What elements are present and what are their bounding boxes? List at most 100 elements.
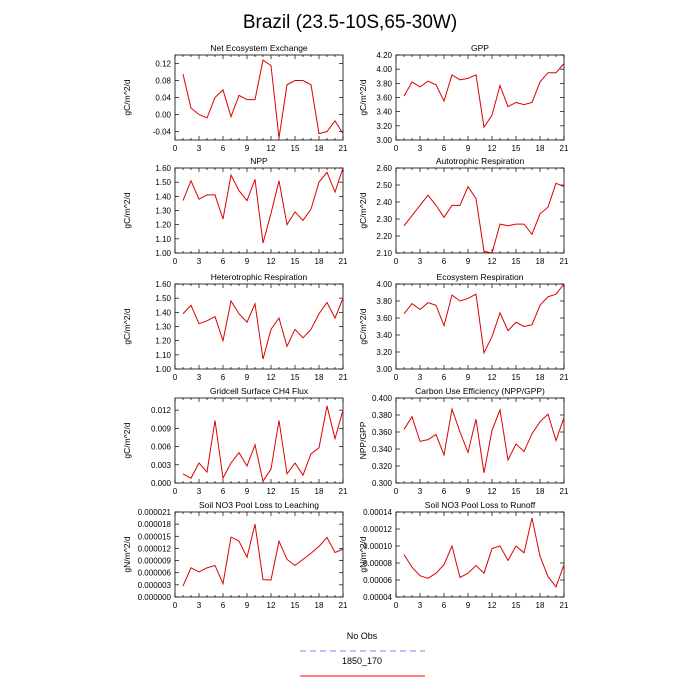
y-tick-label: 0.320 [372, 462, 393, 471]
x-tick-label: 3 [197, 601, 202, 610]
legend-label: 1850_170 [342, 656, 382, 666]
x-tick-label: 15 [291, 601, 300, 610]
x-tick-label: 9 [466, 144, 471, 153]
x-tick-label: 21 [560, 601, 569, 610]
x-tick-label: 15 [512, 487, 521, 496]
y-tick-label: 1.40 [155, 192, 171, 201]
x-tick-label: 15 [512, 373, 521, 382]
y-tick-label: 1.10 [155, 351, 171, 360]
x-tick-label: 0 [394, 257, 399, 266]
x-tick-label: 9 [466, 373, 471, 382]
panel-6: Ecosystem Respiration 0 3 6 9 12 15 18 21 3.00 3.2… [358, 272, 569, 382]
x-tick-label: 21 [560, 257, 569, 266]
x-tick-label: 0 [394, 487, 399, 496]
x-tick-label: 9 [466, 601, 471, 610]
y-tick-label: 0.000015 [138, 532, 172, 541]
y-tick-label: 3.60 [376, 314, 392, 323]
y-tick-label: 0.006 [151, 443, 172, 452]
x-tick-label: 18 [315, 144, 324, 153]
panel-title: GPP [471, 43, 489, 53]
panel-title: Autotrophic Respiration [436, 156, 525, 166]
panel-9: Soil NO3 Pool Loss to Leaching 0 3 6 9 12 15 18… [122, 500, 348, 610]
x-tick-label: 0 [173, 144, 178, 153]
x-tick-label: 3 [197, 373, 202, 382]
x-tick-label: 18 [536, 144, 545, 153]
y-tick-label: 0.360 [372, 428, 393, 437]
y-tick-label: 1.60 [155, 280, 171, 289]
x-tick-label: 0 [394, 373, 399, 382]
y-tick-label: 1.30 [155, 207, 171, 216]
x-tick-label: 18 [536, 601, 545, 610]
series-line [403, 517, 565, 588]
x-tick-label: 12 [488, 487, 497, 496]
y-tick-label: 2.10 [376, 249, 392, 258]
plot-frame [395, 511, 565, 598]
series-line [403, 182, 565, 254]
x-tick-label: 21 [560, 373, 569, 382]
panel-title: Ecosystem Respiration [437, 272, 524, 282]
y-axis-label: gC/m^2/d [122, 422, 132, 458]
x-tick-label: 21 [339, 601, 348, 610]
panel-title: Heterotrophic Respiration [211, 272, 308, 282]
y-tick-label: 3.00 [376, 136, 392, 145]
x-tick-label: 6 [221, 601, 226, 610]
panel-5: Heterotrophic Respiration 0 3 6 9 12 15 18 21 1.0… [122, 272, 348, 382]
x-tick-label: 6 [221, 144, 226, 153]
y-axis-label: gC/m^2/d [122, 79, 132, 115]
panel-3: NPP 0 3 6 9 12 15 18 21 1.00 1.10 1.20 1.30 1.40 1.50 1… [122, 156, 348, 266]
x-tick-label: 0 [173, 487, 178, 496]
x-tick-label: 6 [221, 373, 226, 382]
panel-2: GPP 0 3 6 9 12 15 18 21 3.00 3.20 3.40 3.60 3.80 4.00 4… [358, 43, 569, 153]
x-tick-label: 9 [245, 144, 250, 153]
y-tick-label: 0.000021 [138, 508, 172, 517]
series-line [403, 283, 565, 355]
x-tick-label: 3 [418, 487, 423, 496]
plot-frame [174, 511, 344, 598]
x-tick-label: 9 [245, 601, 250, 610]
y-tick-label: -0.04 [153, 128, 172, 137]
y-tick-label: 1.00 [155, 365, 171, 374]
y-axis-label: gC/m^2/d [358, 79, 368, 115]
y-tick-label: 0.12 [155, 60, 171, 69]
y-tick-label: 0.009 [151, 424, 172, 433]
y-tick-label: 1.30 [155, 323, 171, 332]
panel-title: Net Ecosystem Exchange [210, 43, 308, 53]
y-tick-label: 2.60 [376, 164, 392, 173]
x-tick-label: 0 [394, 144, 399, 153]
x-tick-label: 12 [488, 144, 497, 153]
y-tick-label: 0.000012 [138, 544, 172, 553]
y-tick-label: 0.04 [155, 94, 171, 103]
y-tick-label: 0.000003 [138, 581, 172, 590]
x-tick-label: 15 [291, 487, 300, 496]
panel-title: Gridcell Surface CH4 Flux [210, 386, 309, 396]
y-tick-label: 1.50 [155, 178, 171, 187]
figure-title: Brazil (23.5-10S,65-30W) [243, 12, 457, 33]
series-line [403, 63, 565, 129]
x-tick-label: 3 [418, 373, 423, 382]
plot-frame [395, 283, 565, 370]
x-tick-label: 12 [488, 373, 497, 382]
x-tick-label: 3 [197, 257, 202, 266]
x-tick-label: 6 [442, 373, 447, 382]
y-tick-label: 0.000000 [138, 593, 172, 602]
panel-7: Gridcell Surface CH4 Flux 0 3 6 9 12 15 18 21 0.0… [122, 386, 348, 496]
x-tick-label: 21 [560, 144, 569, 153]
panel-10: Soil NO3 Pool Loss to Runoff 0 3 6 9 12 15 18 21… [358, 500, 569, 610]
y-tick-label: 2.40 [376, 198, 392, 207]
x-tick-label: 15 [512, 257, 521, 266]
x-tick-label: 0 [173, 373, 178, 382]
plot-frame [395, 54, 565, 141]
y-tick-label: 0.00 [155, 111, 171, 120]
series-line [403, 407, 565, 473]
y-tick-label: 3.60 [376, 94, 392, 103]
y-tick-label: 0.400 [372, 394, 393, 403]
y-axis-label: gN/m^2/d [358, 536, 368, 572]
y-axis-label: gC/m^2/d [358, 308, 368, 344]
x-tick-label: 18 [315, 601, 324, 610]
x-tick-label: 0 [173, 601, 178, 610]
panel-8: Carbon Use Efficiency (NPP/GPP) 0 3 6 9 12 15 1… [358, 386, 569, 496]
x-tick-label: 21 [339, 144, 348, 153]
panel-1: Net Ecosystem Exchange 0 3 6 9 12 15 18 21 -0.04 0… [122, 43, 348, 153]
